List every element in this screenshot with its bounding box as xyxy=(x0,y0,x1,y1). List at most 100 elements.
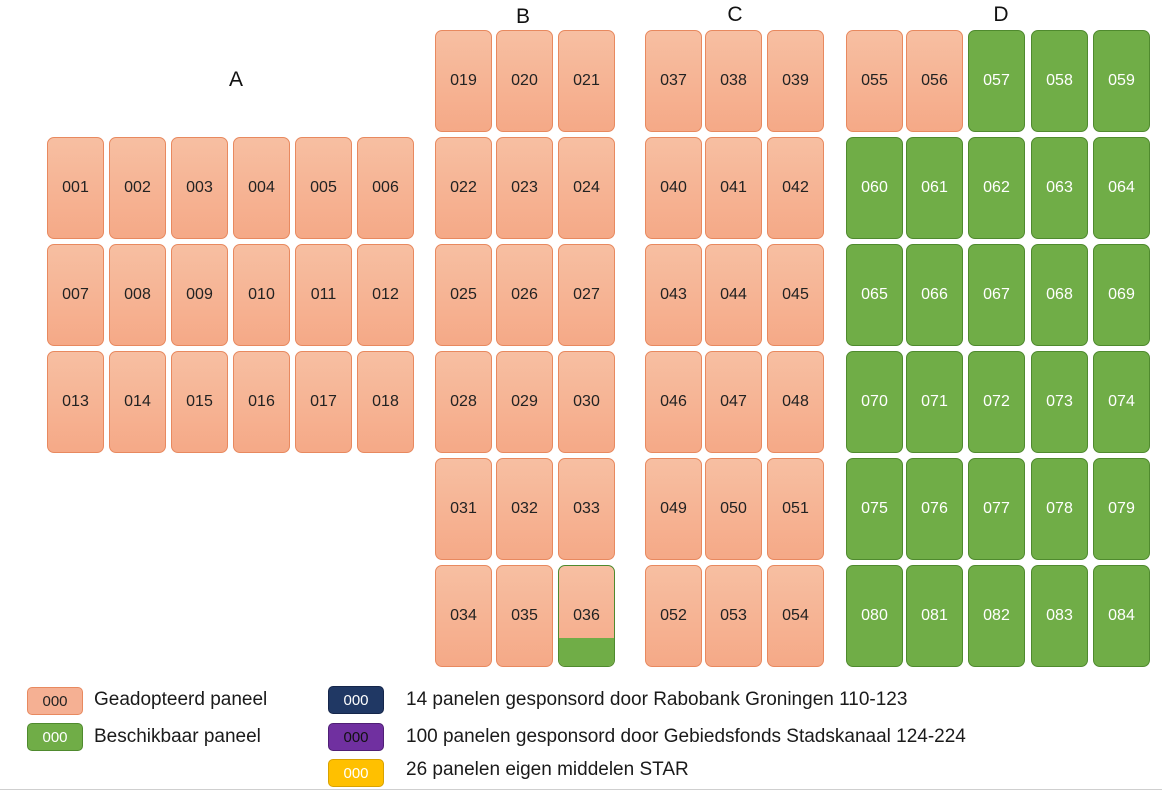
panel-035[interactable]: 035 xyxy=(496,565,553,667)
panel-number: 038 xyxy=(720,72,747,89)
panel-013[interactable]: 013 xyxy=(47,351,104,453)
panel-061[interactable]: 061 xyxy=(906,137,963,239)
panel-number: 009 xyxy=(186,286,213,303)
panel-023[interactable]: 023 xyxy=(496,137,553,239)
panel-028[interactable]: 028 xyxy=(435,351,492,453)
panel-010[interactable]: 010 xyxy=(233,244,290,346)
panel-058[interactable]: 058 xyxy=(1031,30,1088,132)
panel-029[interactable]: 029 xyxy=(496,351,553,453)
panel-005[interactable]: 005 xyxy=(295,137,352,239)
panel-027[interactable]: 027 xyxy=(558,244,615,346)
panel-015[interactable]: 015 xyxy=(171,351,228,453)
panel-073[interactable]: 073 xyxy=(1031,351,1088,453)
panel-036[interactable]: 036 xyxy=(558,565,615,667)
panel-number: 054 xyxy=(782,607,809,624)
panel-004[interactable]: 004 xyxy=(233,137,290,239)
panel-number: 028 xyxy=(450,393,477,410)
panel-033[interactable]: 033 xyxy=(558,458,615,560)
panel-034[interactable]: 034 xyxy=(435,565,492,667)
section-label-d: D xyxy=(993,3,1009,26)
panel-039[interactable]: 039 xyxy=(767,30,824,132)
panel-040[interactable]: 040 xyxy=(645,137,702,239)
panel-number: 036 xyxy=(573,607,600,624)
panel-007[interactable]: 007 xyxy=(47,244,104,346)
panel-018[interactable]: 018 xyxy=(357,351,414,453)
panel-number: 023 xyxy=(511,179,538,196)
panel-002[interactable]: 002 xyxy=(109,137,166,239)
panel-006[interactable]: 006 xyxy=(357,137,414,239)
panel-number: 042 xyxy=(782,179,809,196)
panel-047[interactable]: 047 xyxy=(705,351,762,453)
panel-071[interactable]: 071 xyxy=(906,351,963,453)
panel-084[interactable]: 084 xyxy=(1093,565,1150,667)
panel-053[interactable]: 053 xyxy=(705,565,762,667)
panel-020[interactable]: 020 xyxy=(496,30,553,132)
panel-041[interactable]: 041 xyxy=(705,137,762,239)
panel-009[interactable]: 009 xyxy=(171,244,228,346)
panel-078[interactable]: 078 xyxy=(1031,458,1088,560)
panel-011[interactable]: 011 xyxy=(295,244,352,346)
panel-045[interactable]: 045 xyxy=(767,244,824,346)
panel-049[interactable]: 049 xyxy=(645,458,702,560)
panel-032[interactable]: 032 xyxy=(496,458,553,560)
panel-019[interactable]: 019 xyxy=(435,30,492,132)
panel-064[interactable]: 064 xyxy=(1093,137,1150,239)
panel-065[interactable]: 065 xyxy=(846,244,903,346)
panel-012[interactable]: 012 xyxy=(357,244,414,346)
panel-051[interactable]: 051 xyxy=(767,458,824,560)
panel-077[interactable]: 077 xyxy=(968,458,1025,560)
panel-046[interactable]: 046 xyxy=(645,351,702,453)
panel-067[interactable]: 067 xyxy=(968,244,1025,346)
panel-number: 084 xyxy=(1108,607,1135,624)
panel-008[interactable]: 008 xyxy=(109,244,166,346)
panel-017[interactable]: 017 xyxy=(295,351,352,453)
panel-031[interactable]: 031 xyxy=(435,458,492,560)
panel-050[interactable]: 050 xyxy=(705,458,762,560)
panel-016[interactable]: 016 xyxy=(233,351,290,453)
panel-030[interactable]: 030 xyxy=(558,351,615,453)
panel-052[interactable]: 052 xyxy=(645,565,702,667)
panel-081[interactable]: 081 xyxy=(906,565,963,667)
panel-022[interactable]: 022 xyxy=(435,137,492,239)
panel-059[interactable]: 059 xyxy=(1093,30,1150,132)
panel-063[interactable]: 063 xyxy=(1031,137,1088,239)
panel-024[interactable]: 024 xyxy=(558,137,615,239)
panel-069[interactable]: 069 xyxy=(1093,244,1150,346)
panel-070[interactable]: 070 xyxy=(846,351,903,453)
panel-079[interactable]: 079 xyxy=(1093,458,1150,560)
panel-021[interactable]: 021 xyxy=(558,30,615,132)
panel-072[interactable]: 072 xyxy=(968,351,1025,453)
legend-swatch-available: 000 xyxy=(27,723,83,751)
panel-074[interactable]: 074 xyxy=(1093,351,1150,453)
panel-038[interactable]: 038 xyxy=(705,30,762,132)
panel-054[interactable]: 054 xyxy=(767,565,824,667)
panel-055[interactable]: 055 xyxy=(846,30,903,132)
legend-swatch-rabobank: 000 xyxy=(328,686,384,714)
panel-080[interactable]: 080 xyxy=(846,565,903,667)
panel-056[interactable]: 056 xyxy=(906,30,963,132)
panel-number: 010 xyxy=(248,286,275,303)
panel-082[interactable]: 082 xyxy=(968,565,1025,667)
panel-062[interactable]: 062 xyxy=(968,137,1025,239)
panel-083[interactable]: 083 xyxy=(1031,565,1088,667)
panel-number: 082 xyxy=(983,607,1010,624)
panel-044[interactable]: 044 xyxy=(705,244,762,346)
panel-075[interactable]: 075 xyxy=(846,458,903,560)
panel-number: 033 xyxy=(573,500,600,517)
panel-003[interactable]: 003 xyxy=(171,137,228,239)
panel-043[interactable]: 043 xyxy=(645,244,702,346)
panel-025[interactable]: 025 xyxy=(435,244,492,346)
panel-060[interactable]: 060 xyxy=(846,137,903,239)
panel-number: 031 xyxy=(450,500,477,517)
panel-068[interactable]: 068 xyxy=(1031,244,1088,346)
panel-076[interactable]: 076 xyxy=(906,458,963,560)
panel-037[interactable]: 037 xyxy=(645,30,702,132)
panel-042[interactable]: 042 xyxy=(767,137,824,239)
panel-026[interactable]: 026 xyxy=(496,244,553,346)
panel-001[interactable]: 001 xyxy=(47,137,104,239)
panel-014[interactable]: 014 xyxy=(109,351,166,453)
panel-048[interactable]: 048 xyxy=(767,351,824,453)
panel-066[interactable]: 066 xyxy=(906,244,963,346)
panel-number: 007 xyxy=(62,286,89,303)
panel-057[interactable]: 057 xyxy=(968,30,1025,132)
